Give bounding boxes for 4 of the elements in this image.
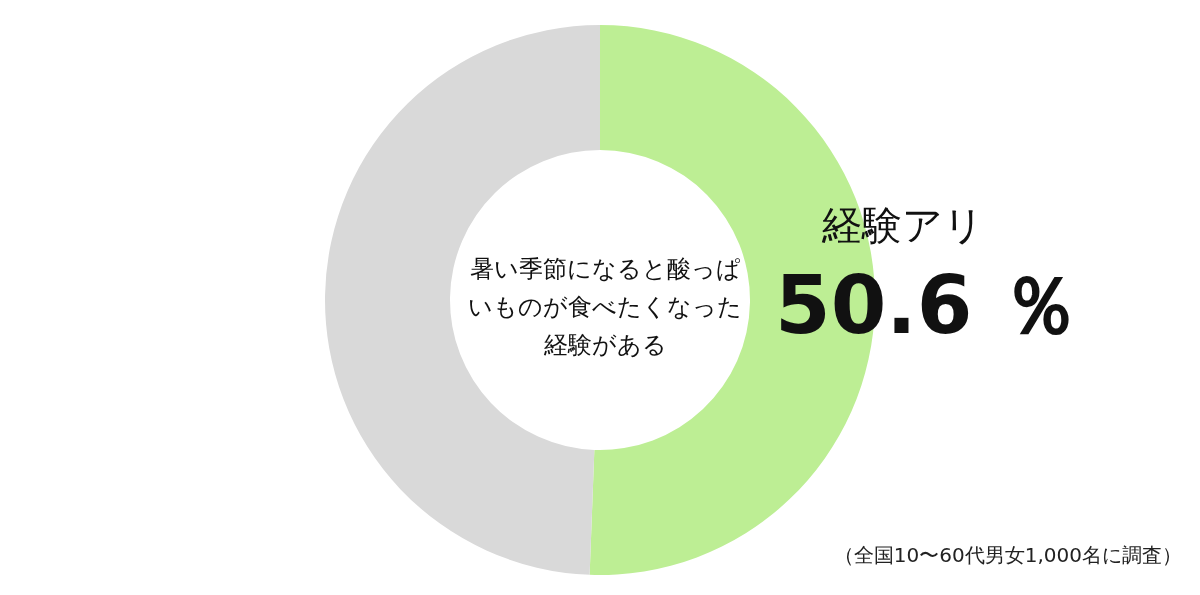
text: （全国10〜60代男女1,000名に調査）	[833, 543, 1182, 567]
text: 暑い季節になると酸っぱいものが食べたくなった経験がある	[468, 255, 742, 359]
slice-label: 経験アリ	[821, 202, 984, 248]
data-label: 50.6 ％	[775, 258, 1081, 352]
